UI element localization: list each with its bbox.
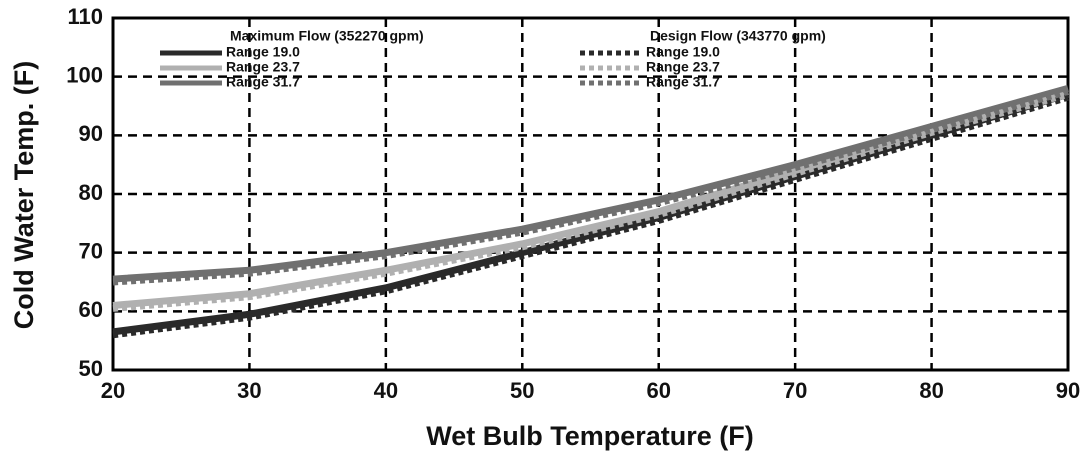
x-tick-label: 20 — [101, 378, 125, 403]
series-line — [112, 85, 1069, 283]
legend-label: Range 23.7 — [646, 59, 720, 75]
series-line — [112, 87, 1069, 286]
series-line — [112, 93, 1070, 339]
x-axis-title: Wet Bulb Temperature (F) — [426, 421, 754, 451]
y-tick-label: 100 — [66, 62, 103, 87]
legend-label: Range 19.0 — [646, 44, 720, 60]
legend-title: Maximum Flow (352270 gpm) — [230, 28, 424, 44]
x-tick-label: 50 — [510, 378, 534, 403]
y-axis-title: Cold Water Temp. (F) — [9, 61, 39, 329]
x-tick-label: 90 — [1056, 378, 1080, 403]
x-tick-label: 80 — [919, 378, 943, 403]
y-tick-label: 60 — [79, 297, 103, 322]
legend-title: Design Flow (343770 gpm) — [650, 28, 826, 44]
y-tick-label: 80 — [79, 180, 103, 205]
legend-label: Range 31.7 — [646, 74, 720, 90]
y-tick-label: 110 — [68, 4, 104, 29]
x-tick-label: 60 — [646, 378, 670, 403]
legend-label: Range 23.7 — [226, 59, 300, 75]
legend-label: Range 31.7 — [226, 74, 300, 90]
y-tick-label: 90 — [79, 121, 103, 146]
y-tick-label: 50 — [79, 356, 103, 381]
x-tick-label: 70 — [783, 378, 807, 403]
legend-label: Range 19.0 — [226, 44, 300, 60]
series-line — [112, 87, 1069, 309]
y-tick-label: 70 — [79, 238, 103, 263]
x-tick-label: 30 — [237, 378, 261, 403]
plot-frame — [111, 16, 1070, 372]
x-tick-label: 40 — [374, 378, 398, 403]
